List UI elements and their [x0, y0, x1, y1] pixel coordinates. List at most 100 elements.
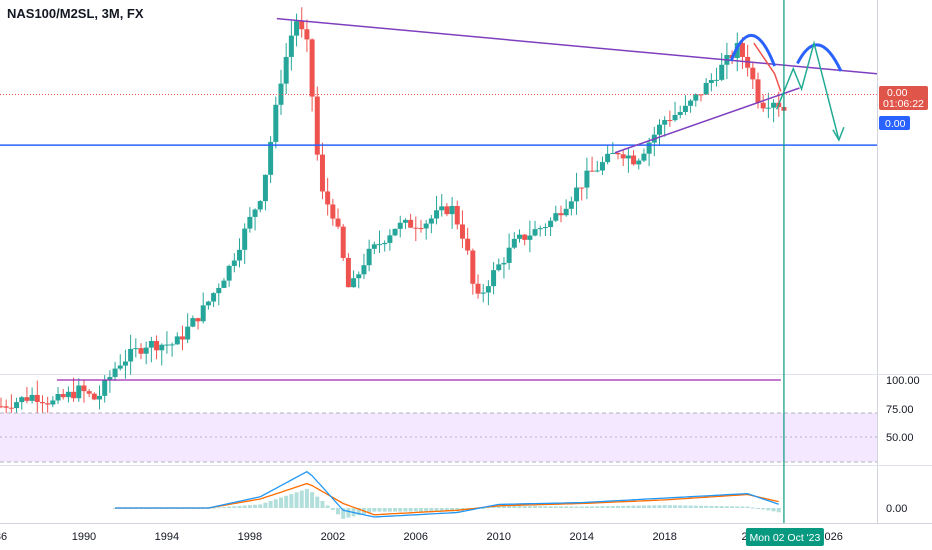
projection-path — [775, 40, 840, 141]
candle-body — [3, 406, 9, 408]
candle-body — [517, 234, 522, 239]
macd-histogram-bar — [538, 506, 543, 508]
macd-histogram-bar — [304, 488, 309, 508]
macd-histogram-bar — [600, 506, 605, 508]
candle-body — [55, 394, 61, 401]
macd-histogram-bar — [652, 505, 657, 508]
candle-body — [625, 155, 631, 159]
candle-body — [97, 395, 103, 400]
macd-histogram-bar — [605, 506, 610, 508]
macd-histogram-bar — [434, 508, 439, 512]
candle-body — [200, 305, 206, 322]
candle-body — [107, 376, 113, 381]
candle-body — [190, 318, 196, 327]
macd-histogram-bar — [512, 505, 517, 508]
candle-body — [548, 220, 554, 228]
candle-body — [29, 394, 35, 401]
candle-body — [361, 265, 367, 275]
macd-histogram-bar — [429, 508, 434, 512]
candle-body — [413, 227, 419, 229]
candle-body — [418, 228, 424, 230]
bar-countdown: 01:06:22 — [883, 98, 924, 110]
macd-histogram-bar — [387, 508, 392, 512]
candle-body — [522, 234, 528, 240]
date-badge — [745, 528, 824, 546]
candle-body — [304, 29, 310, 40]
candle-body — [589, 170, 595, 172]
candle-body — [641, 153, 647, 161]
candle-body — [382, 242, 388, 245]
candle-body — [444, 206, 450, 215]
candle-body — [91, 393, 97, 400]
macd-histogram-bar — [610, 506, 615, 508]
candle-body — [8, 407, 14, 409]
macd-histogram-bar — [657, 505, 662, 508]
candle-body — [677, 111, 683, 116]
macd-histogram-bar — [278, 497, 283, 508]
candle-body — [164, 344, 170, 346]
macd-histogram-bar — [745, 506, 750, 508]
macd-histogram-bar — [756, 508, 761, 509]
macd-histogram-bar — [481, 508, 486, 509]
macd-histogram-bar — [211, 507, 216, 509]
macd-histogram-bar — [289, 494, 294, 508]
candle-body — [345, 257, 351, 288]
rsi-y-tick: 100.00 — [886, 375, 920, 387]
macd-histogram-bar — [667, 505, 672, 508]
macd-histogram-bar — [579, 506, 584, 508]
macd-histogram-bar — [491, 506, 496, 508]
macd-histogram-bar — [403, 508, 408, 512]
macd-histogram-bar — [647, 505, 652, 508]
candle-body — [133, 348, 139, 350]
candle-body — [14, 402, 20, 409]
candle-body — [579, 187, 585, 189]
double-top-arc-right — [796, 43, 843, 72]
candle-body — [319, 154, 325, 192]
macd-histogram-bar — [227, 506, 232, 508]
macd-histogram-bar — [450, 508, 455, 512]
candle-body — [278, 83, 284, 105]
hline-badge — [879, 116, 910, 130]
macd-histogram-bar — [315, 496, 320, 508]
macd-histogram-bar — [320, 501, 325, 508]
macd-y-tick: 0.00 — [886, 503, 907, 515]
projection-arrowhead — [832, 126, 845, 142]
candle-body — [309, 39, 315, 97]
macd-histogram-bar — [330, 508, 335, 510]
macd-histogram-bar — [626, 505, 631, 508]
candle-body — [102, 380, 108, 396]
macd-histogram-bar — [564, 506, 569, 508]
candle-body — [646, 142, 652, 154]
macd-histogram-bar — [424, 508, 429, 512]
candle-body — [143, 347, 149, 354]
candle-body — [366, 248, 372, 266]
candle-body — [24, 397, 30, 401]
candle-body — [299, 21, 305, 30]
candle-body — [50, 400, 56, 405]
macd-histogram-bar — [724, 506, 729, 508]
support-trendline — [614, 87, 800, 154]
macd-histogram-bar — [341, 508, 346, 519]
candle-body — [392, 228, 398, 236]
macd-histogram-bar — [621, 505, 626, 508]
candle-body — [330, 204, 336, 219]
macd-histogram-bar — [698, 505, 703, 508]
candle-body — [268, 141, 274, 175]
rsi-y-tick: 75.00 — [886, 404, 914, 416]
candle-body — [356, 274, 362, 279]
candle-body — [693, 94, 699, 101]
macd-histogram-bar — [569, 506, 574, 508]
candle-body — [449, 205, 455, 215]
macd-histogram-bar — [413, 508, 418, 512]
candle-body — [771, 102, 777, 108]
macd-histogram-bar — [310, 492, 315, 508]
candle-body — [610, 152, 616, 154]
macd-histogram-bar — [216, 507, 221, 509]
candle-body — [288, 35, 294, 57]
macd-line — [115, 470, 779, 518]
candle-body — [542, 227, 548, 229]
candle-body — [81, 385, 87, 392]
macd-histogram-bar — [356, 508, 361, 516]
candle-body — [252, 209, 258, 217]
